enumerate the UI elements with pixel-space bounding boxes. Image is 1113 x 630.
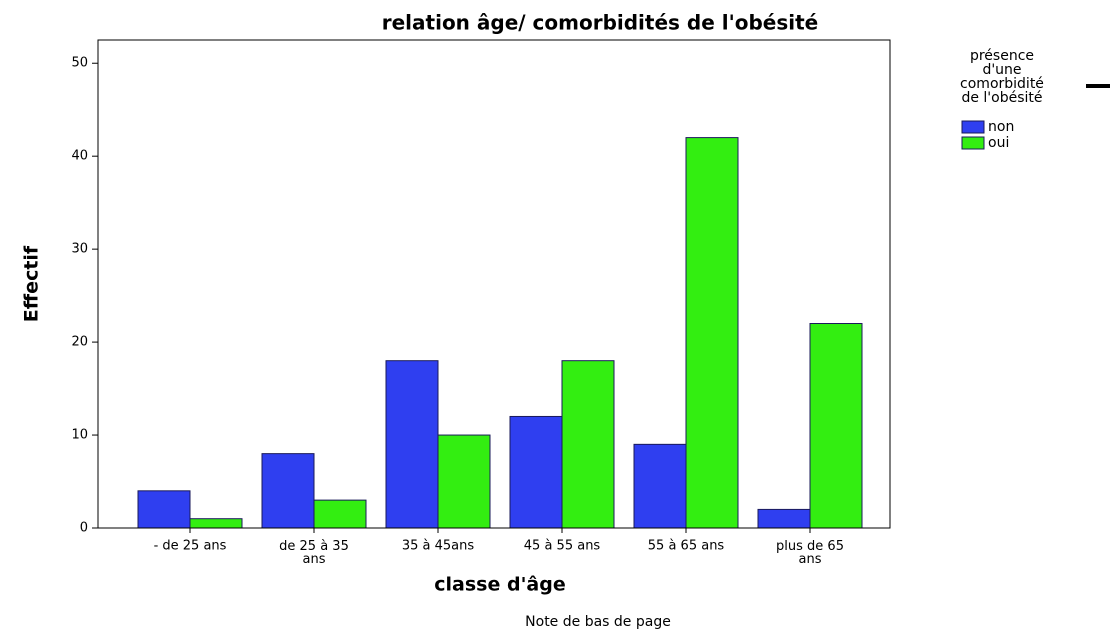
legend-title: d'une: [982, 62, 1021, 78]
bar: [757, 508, 811, 529]
bar: [189, 518, 243, 529]
y-tick-label: 30: [71, 242, 88, 257]
bar: [313, 499, 367, 529]
y-tick-label: 20: [71, 335, 88, 350]
y-tick-label: 10: [71, 428, 88, 443]
legend-title: de l'obésité: [961, 90, 1042, 106]
x-tick-label: 55 à 65 ans: [648, 539, 725, 554]
y-axis-label: Effectif: [21, 245, 43, 322]
legend-title: comorbidité: [960, 76, 1044, 92]
x-tick-label: 45 à 55 ans: [524, 539, 601, 554]
y-tick-label: 40: [71, 149, 88, 164]
bar: [509, 415, 563, 529]
bar: [385, 360, 439, 529]
x-axis-label: classe d'âge: [434, 574, 565, 596]
y-tick-label: 50: [71, 56, 88, 71]
y-tick-label: 0: [80, 521, 88, 536]
legend-swatch: [961, 120, 985, 134]
legend-swatch: [961, 136, 985, 150]
x-tick-label: - de 25 ans: [154, 539, 227, 554]
legend-label: oui: [988, 135, 1009, 151]
chart-title: relation âge/ comorbidités de l'obésité: [382, 11, 818, 35]
x-tick-label: plus de 65 ans: [776, 539, 844, 567]
bar: [437, 434, 491, 529]
bar: [561, 360, 615, 529]
bar: [137, 490, 191, 529]
legend-title: présence: [970, 48, 1034, 64]
x-tick-label: de 25 à 35 ans: [279, 539, 349, 567]
x-tick-label: 35 à 45ans: [402, 539, 475, 554]
bar: [633, 443, 687, 529]
bar: [809, 323, 863, 529]
plot-frame: [97, 39, 891, 529]
bar: [685, 137, 739, 529]
footnote: Note de bas de page: [525, 614, 671, 630]
legend-label: non: [988, 119, 1014, 135]
bar: [261, 453, 315, 529]
